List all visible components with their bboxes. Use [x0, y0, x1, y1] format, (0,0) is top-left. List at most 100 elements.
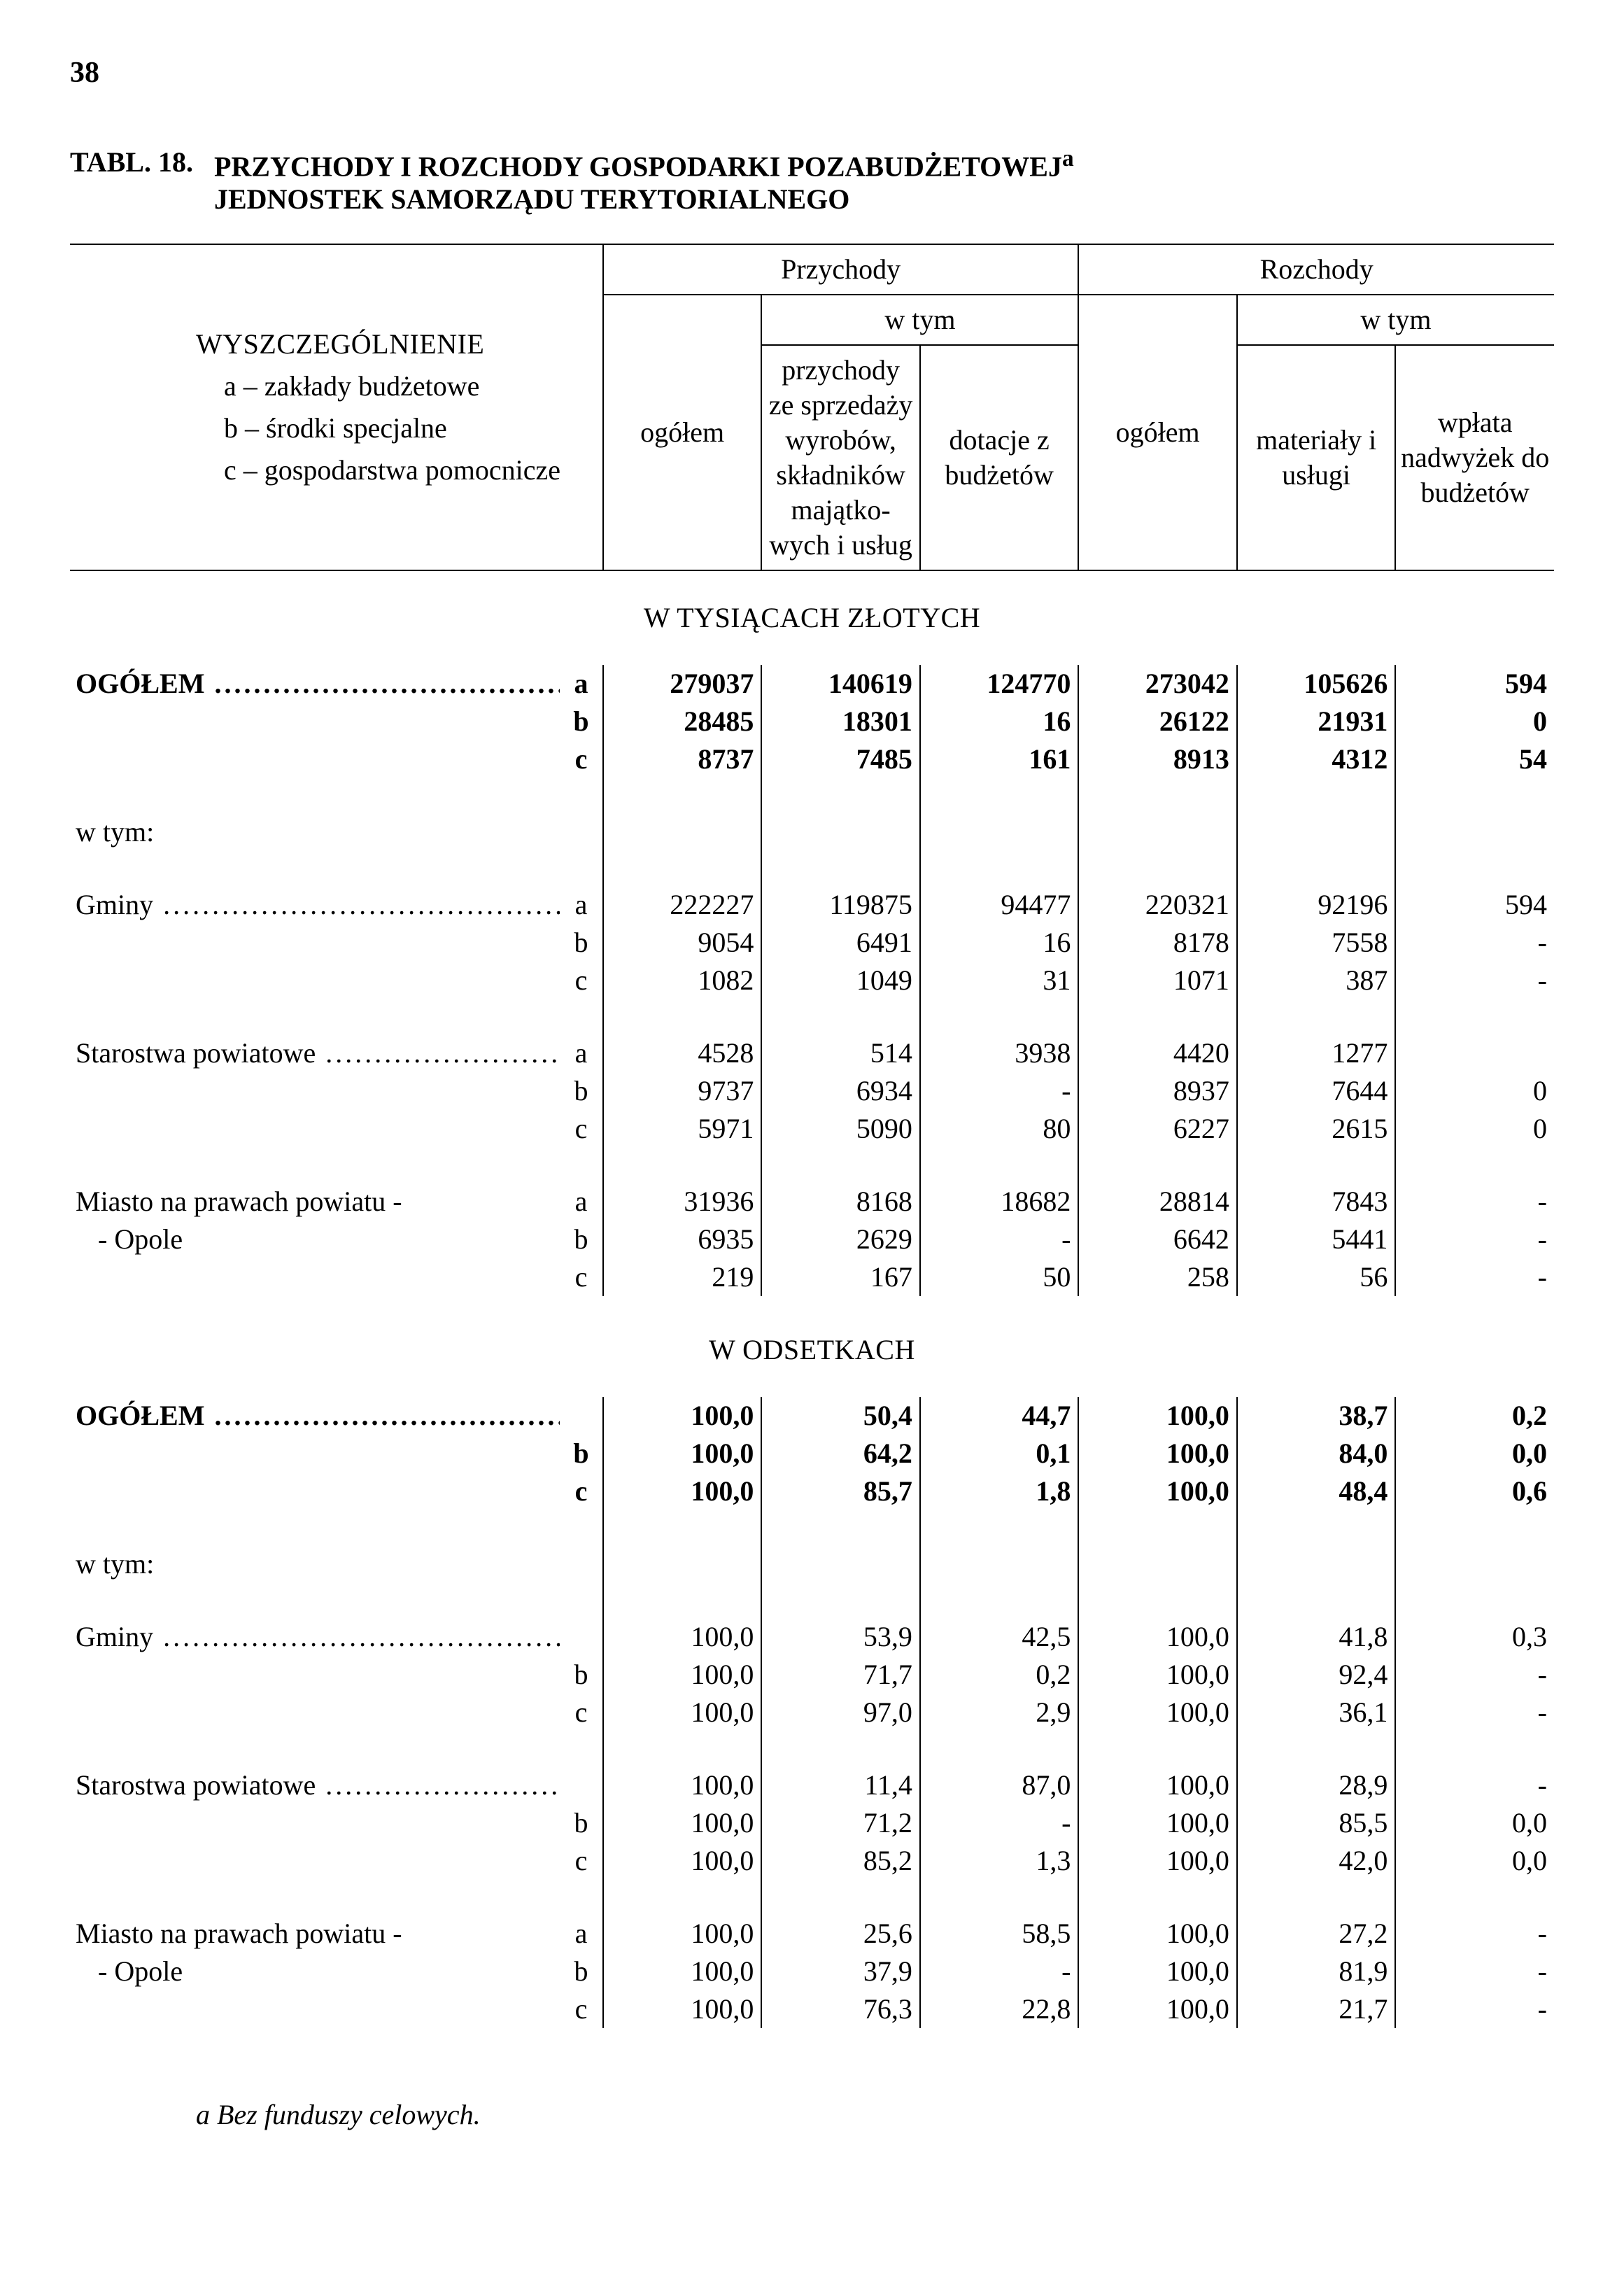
row-label: Gminy: [70, 1583, 560, 1656]
cell: 6227: [1078, 1110, 1237, 1148]
row-label: w tym:: [70, 778, 560, 851]
cell: 514: [761, 999, 920, 1072]
row-label: [70, 740, 560, 778]
cell: 7558: [1237, 924, 1396, 962]
cell: 594: [1395, 665, 1554, 703]
cell: 64,2: [761, 1435, 920, 1472]
cell: 48,4: [1237, 1472, 1396, 1510]
cell: 97,0: [761, 1694, 920, 1731]
cell: 100,0: [1078, 1990, 1237, 2028]
cell: 26122: [1078, 703, 1237, 740]
head-wtym-1: w tym: [761, 295, 1078, 345]
cell: 222227: [603, 851, 762, 924]
cell: 18682: [920, 1148, 1079, 1221]
cell: [761, 1510, 920, 1583]
row-mark: [560, 1510, 603, 1583]
cell: 84,0: [1237, 1435, 1396, 1472]
cell: 85,5: [1237, 1804, 1396, 1842]
cell: 53,9: [761, 1583, 920, 1656]
cell: 50,4: [761, 1397, 920, 1435]
row-mark: b: [560, 1804, 603, 1842]
cell: 25,6: [761, 1880, 920, 1953]
cell: 167: [761, 1258, 920, 1296]
head-col3: dotacje z budżetów: [920, 345, 1079, 570]
row-mark: a: [560, 999, 603, 1072]
row-label: - Opole: [70, 1953, 560, 1990]
row-mark: b: [560, 1656, 603, 1694]
cell: [1395, 999, 1554, 1072]
cell: 3938: [920, 999, 1079, 1072]
cell: 6642: [1078, 1221, 1237, 1258]
row-mark: a: [560, 1148, 603, 1221]
cell: 37,9: [761, 1953, 920, 1990]
cell: 8178: [1078, 924, 1237, 962]
head-wyszczegolnienie: WYSZCZEGÓLNIENIE a – zakłady budżetowe b…: [70, 244, 603, 570]
head-ogolem-1: ogółem: [603, 295, 762, 570]
cell: 42,0: [1237, 1842, 1396, 1880]
cell: 5971: [603, 1110, 762, 1148]
row-mark: b: [560, 1221, 603, 1258]
cell: -: [920, 1953, 1079, 1990]
cell: 140619: [761, 665, 920, 703]
cell: 58,5: [920, 1880, 1079, 1953]
cell: 9054: [603, 924, 762, 962]
row-label: Gminy: [70, 851, 560, 924]
cell: 100,0: [603, 1583, 762, 1656]
cell: [603, 1510, 762, 1583]
cell: 6934: [761, 1072, 920, 1110]
cell: 100,0: [603, 1694, 762, 1731]
cell: 1,8: [920, 1472, 1079, 1510]
cell: 31: [920, 962, 1079, 999]
row-label: [70, 1804, 560, 1842]
table-label: TABL. 18.: [70, 146, 193, 178]
cell: 100,0: [603, 1880, 762, 1953]
row-mark: b: [560, 1435, 603, 1472]
cell: 92196: [1237, 851, 1396, 924]
cell: 16: [920, 703, 1079, 740]
cell: 105626: [1237, 665, 1396, 703]
cell: -: [1395, 1221, 1554, 1258]
row-label: [70, 1472, 560, 1510]
cell: 0,3: [1395, 1583, 1554, 1656]
cell: 5441: [1237, 1221, 1396, 1258]
row-label: [70, 1258, 560, 1296]
row-label: OGÓŁEM: [70, 665, 560, 703]
cell: 100,0: [603, 1842, 762, 1880]
cell: 100,0: [1078, 1472, 1237, 1510]
cell: 8913: [1078, 740, 1237, 778]
head-wyszcz-title: WYSZCZEGÓLNIENIE: [196, 323, 598, 365]
row-label: [70, 1656, 560, 1694]
cell: 100,0: [1078, 1804, 1237, 1842]
cell: 594: [1395, 851, 1554, 924]
cell: 28,9: [1237, 1731, 1396, 1804]
row-mark: [560, 1731, 603, 1804]
table-title-line2: JEDNOSTEK SAMORZĄDU TERYTORIALNEGO: [214, 183, 849, 215]
cell: 28814: [1078, 1148, 1237, 1221]
cell: 100,0: [603, 1804, 762, 1842]
cell: -: [920, 1804, 1079, 1842]
head-col2: przychody ze sprze­daży wyrobów, składni…: [761, 345, 920, 570]
cell: 8737: [603, 740, 762, 778]
row-mark: c: [560, 1694, 603, 1731]
row-label: [70, 1842, 560, 1880]
cell: 100,0: [603, 1953, 762, 1990]
row-mark: b: [560, 1072, 603, 1110]
cell: 7644: [1237, 1072, 1396, 1110]
cell: 0: [1395, 1072, 1554, 1110]
cell: 100,0: [603, 1472, 762, 1510]
row-label: [70, 962, 560, 999]
cell: 2615: [1237, 1110, 1396, 1148]
head-col5: materiały i usługi: [1237, 345, 1396, 570]
head-col6: wpłata nadwyżek do budże­tów: [1395, 345, 1554, 570]
cell: 18301: [761, 703, 920, 740]
section-title: W ODSETKACH: [70, 1296, 1554, 1397]
cell: 0,6: [1395, 1472, 1554, 1510]
row-label: [70, 924, 560, 962]
cell: 100,0: [603, 1990, 762, 2028]
cell: 71,7: [761, 1656, 920, 1694]
cell: 80: [920, 1110, 1079, 1148]
cell: 4528: [603, 999, 762, 1072]
cell: [920, 1510, 1079, 1583]
cell: 7843: [1237, 1148, 1396, 1221]
row-mark: c: [560, 1842, 603, 1880]
